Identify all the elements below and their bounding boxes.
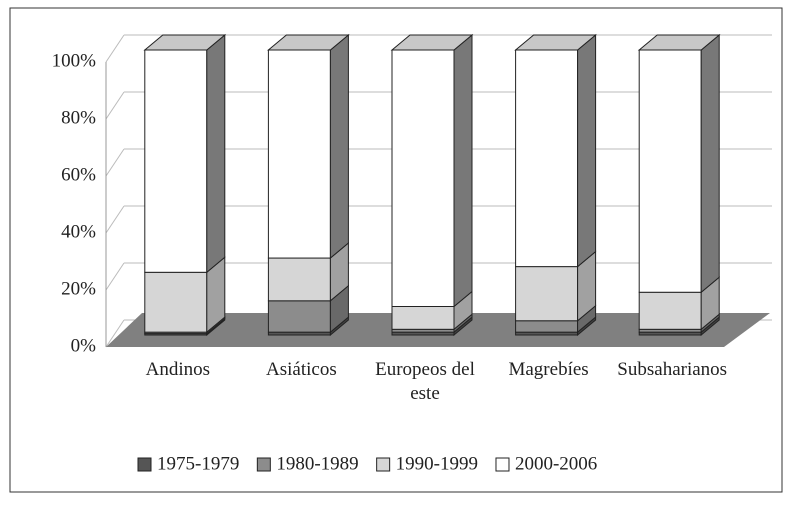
tick-mark [105, 34, 125, 63]
legend-label: 1980-1989 [276, 453, 358, 474]
bar-top [267, 34, 350, 51]
legend-swatch [495, 457, 510, 472]
bar-top [143, 34, 227, 51]
bar-segment [391, 49, 455, 307]
bar-segment [638, 291, 702, 330]
y-tick-label: 40% [61, 221, 96, 242]
bar-side [329, 33, 349, 260]
x-tick-label: Andinos [145, 359, 210, 380]
legend-label: 1990-1999 [396, 453, 478, 474]
x-tick-label: Asiáticos [266, 359, 337, 380]
legend-swatch [376, 457, 391, 472]
tick-mark [105, 205, 125, 234]
x-tick-label: Magrebíes [508, 359, 589, 380]
bar-side [206, 33, 226, 274]
legend-label: 2000-2006 [515, 453, 597, 474]
bar-segment [267, 300, 331, 333]
y-tick-label: 80% [61, 107, 96, 128]
bar-side [700, 33, 720, 294]
bar-segment [515, 320, 579, 333]
x-tick-label: Subsaharianos [617, 359, 728, 380]
legend-swatch [137, 457, 152, 472]
tick-mark [105, 91, 125, 120]
tick-mark [105, 262, 125, 291]
y-tick-label: 60% [61, 164, 96, 185]
bar-segment [144, 49, 208, 273]
bar-top [390, 34, 474, 51]
bar-segment [267, 49, 331, 259]
bar-segment [144, 271, 208, 333]
frame [9, 7, 783, 493]
legend-label: 1975-1979 [157, 453, 239, 474]
y-tick-label: 100% [52, 50, 97, 71]
bar-segment [515, 266, 579, 322]
y-tick-label: 0% [71, 335, 97, 356]
x-tick-label: Europeos del este [375, 359, 475, 404]
bar-side [453, 33, 473, 308]
bar-segment [638, 49, 702, 293]
bar-top [514, 34, 597, 51]
tick-mark [105, 319, 125, 348]
bar-side [577, 33, 597, 268]
bar-segment [391, 306, 455, 330]
legend-swatch [256, 457, 271, 472]
bar-top [637, 34, 721, 51]
y-tick-label: 20% [61, 278, 96, 299]
bar-segment [515, 49, 579, 268]
tick-mark [105, 148, 125, 177]
bar-segment [267, 257, 331, 302]
